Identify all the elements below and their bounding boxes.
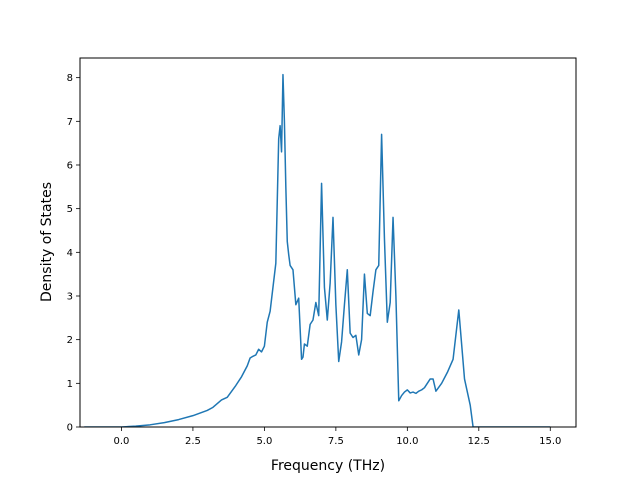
y-tick-label: 5	[67, 204, 73, 215]
x-tick-label: 15.0	[539, 436, 561, 447]
x-tick-label: 12.5	[468, 436, 490, 447]
x-tick-label: 0.0	[113, 436, 129, 447]
y-tick-label: 7	[67, 117, 73, 128]
x-tick-label: 10.0	[396, 436, 418, 447]
y-tick-label: 8	[67, 73, 73, 84]
plot-area	[84, 73, 551, 427]
y-tick-label: 6	[67, 160, 73, 171]
y-tick-label: 4	[67, 248, 73, 259]
y-axis-title: Density of States	[39, 182, 55, 302]
x-tick-label: 5.0	[256, 436, 272, 447]
x-tick-label: 2.5	[185, 436, 201, 447]
x-tick-label: 7.5	[328, 436, 344, 447]
y-tick-label: 1	[67, 379, 73, 390]
x-axis: 0.0 2.5 5.0 7.5 10.0 12.5 15.0	[113, 427, 561, 447]
y-tick-label: 0	[67, 423, 73, 434]
series-line-0	[84, 73, 551, 427]
y-axis: 0 1 2 3 4 5 6 7 8	[67, 73, 80, 434]
y-tick-label: 2	[67, 335, 73, 346]
x-axis-title: Frequency (THz)	[271, 458, 385, 474]
plot-frame	[79, 57, 577, 428]
y-tick-label: 3	[67, 291, 73, 302]
